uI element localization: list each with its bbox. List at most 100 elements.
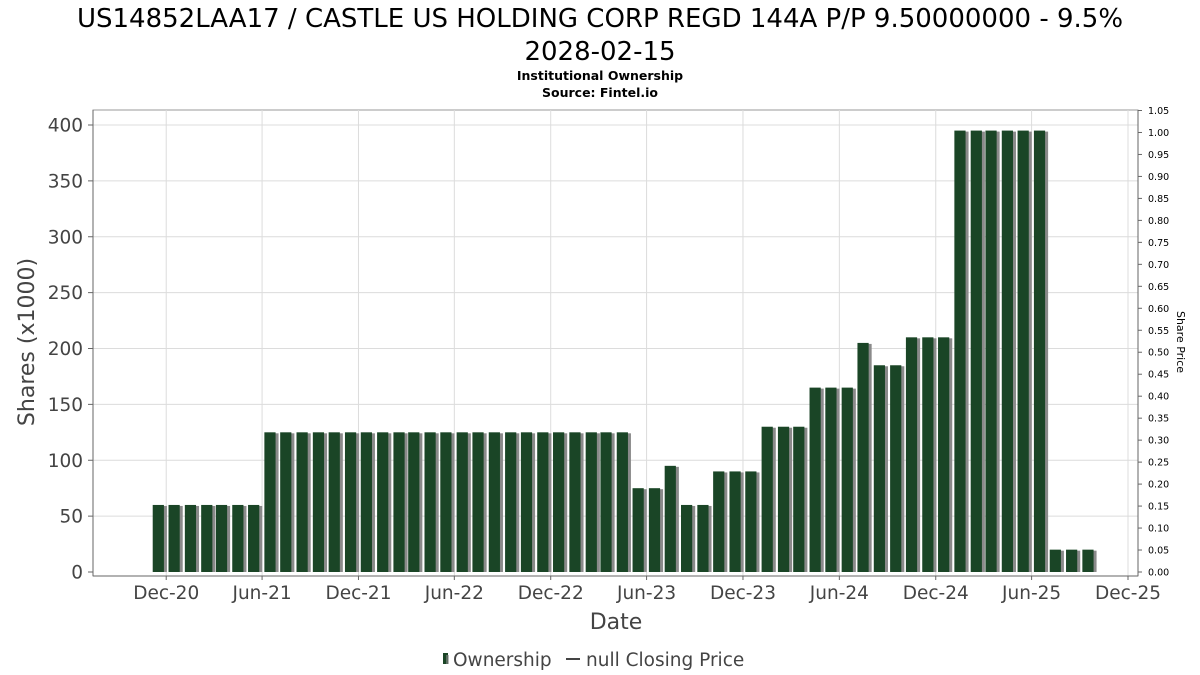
y-right-tick-label: 0.90 bbox=[1148, 172, 1169, 183]
ownership-bar bbox=[985, 130, 997, 572]
x-tick-label: Dec-20 bbox=[133, 583, 199, 604]
ownership-bar bbox=[168, 504, 180, 572]
y-right-tick-label: 0.30 bbox=[1148, 436, 1169, 447]
ownership-bar bbox=[215, 504, 228, 572]
chart-subtitle: Institutional Ownership bbox=[517, 68, 683, 83]
y-right-tick-label: 0.85 bbox=[1148, 194, 1169, 205]
chart-title-line-2: 2028-02-15 bbox=[524, 37, 675, 67]
y-right-tick-label: 0.80 bbox=[1148, 216, 1169, 227]
ownership-bar bbox=[857, 342, 869, 572]
ownership-bar bbox=[232, 504, 244, 572]
ownership-bar bbox=[440, 432, 452, 572]
y-tick-label: 50 bbox=[59, 507, 83, 528]
ownership-bar bbox=[328, 432, 340, 572]
ownership-bar bbox=[1001, 130, 1013, 572]
y-right-tick-label: 0.05 bbox=[1148, 546, 1169, 557]
ownership-bar bbox=[890, 365, 902, 572]
x-tick-label: Jun-25 bbox=[1001, 583, 1061, 604]
ownership-bar bbox=[793, 426, 805, 572]
ownership-bar bbox=[873, 365, 885, 572]
ownership-bar bbox=[1066, 549, 1078, 572]
ownership-bar bbox=[184, 504, 197, 572]
ownership-bar bbox=[745, 471, 757, 572]
y-right-tick-label: 1.00 bbox=[1148, 128, 1169, 139]
ownership-bar bbox=[248, 504, 260, 572]
y-right-tick-label: 0.65 bbox=[1148, 282, 1169, 293]
ownership-bar bbox=[296, 432, 308, 572]
ownership-bar bbox=[938, 337, 950, 572]
legend-ownership-swatch bbox=[443, 653, 448, 664]
ownership-bar bbox=[377, 432, 389, 572]
x-tick-label: Dec-23 bbox=[710, 583, 776, 604]
ownership-bar bbox=[472, 432, 484, 572]
ownership-bar bbox=[664, 465, 676, 572]
ownership-bar bbox=[681, 504, 693, 572]
y-right-tick-label: 0.45 bbox=[1148, 370, 1169, 381]
x-tick-label: Dec-24 bbox=[903, 583, 969, 604]
legend: Ownership null Closing Price bbox=[443, 650, 744, 671]
y-right-tick-label: 0.00 bbox=[1148, 568, 1169, 579]
y-axis-right-label: Share Price bbox=[1174, 311, 1187, 373]
y-right-tick-label: 0.35 bbox=[1148, 414, 1169, 425]
ownership-bar bbox=[648, 488, 661, 572]
ownership-bar bbox=[729, 471, 741, 572]
ownership-bar bbox=[152, 504, 164, 572]
ownership-bar bbox=[809, 387, 821, 572]
y-tick-label: 0 bbox=[71, 563, 83, 584]
y-tick-label: 200 bbox=[48, 339, 83, 360]
x-tick-label: Dec-22 bbox=[518, 583, 584, 604]
y-axis: 0 50 100 150 200 250 300 350 400 bbox=[48, 116, 93, 584]
ownership-bar bbox=[393, 432, 405, 572]
y-right-tick-label: 0.50 bbox=[1148, 348, 1169, 359]
legend-ownership-swatch-shadow bbox=[446, 655, 449, 664]
ownership-bar bbox=[569, 432, 581, 572]
y-right-tick-label: 0.25 bbox=[1148, 458, 1169, 469]
ownership-bar bbox=[553, 432, 565, 572]
legend-price-label: null Closing Price bbox=[586, 650, 744, 671]
bars-layer bbox=[152, 130, 1097, 572]
ownership-bar bbox=[954, 130, 966, 572]
y-right-tick-label: 0.75 bbox=[1148, 238, 1169, 249]
ownership-bar bbox=[616, 432, 628, 572]
ownership-bar bbox=[408, 432, 420, 572]
x-tick-label: Dec-25 bbox=[1095, 583, 1161, 604]
y-right-tick-label: 0.10 bbox=[1148, 524, 1169, 535]
ownership-bar bbox=[456, 432, 468, 572]
x-tick-label: Jun-21 bbox=[232, 583, 292, 604]
y-right-tick-label: 0.20 bbox=[1148, 480, 1169, 491]
y-right-tick-label: 0.70 bbox=[1148, 260, 1169, 271]
ownership-bar bbox=[505, 432, 517, 572]
ownership-bar bbox=[1049, 549, 1061, 572]
ownership-bar bbox=[825, 387, 837, 572]
y-tick-label: 250 bbox=[48, 283, 83, 304]
ownership-bar bbox=[1033, 130, 1046, 572]
ownership-bar bbox=[312, 432, 325, 572]
y-right-tick-label: 0.60 bbox=[1148, 304, 1169, 315]
ownership-bar bbox=[520, 432, 533, 572]
y-right-tick-label: 0.15 bbox=[1148, 502, 1169, 513]
ownership-bar bbox=[600, 432, 612, 572]
ownership-bar bbox=[585, 432, 597, 572]
ownership-bar bbox=[488, 432, 500, 572]
ownership-bar bbox=[713, 471, 725, 572]
x-tick-label: Dec-21 bbox=[325, 583, 391, 604]
ownership-bar bbox=[264, 432, 276, 572]
ownership-bar bbox=[761, 426, 773, 572]
y-tick-label: 300 bbox=[48, 227, 83, 248]
ownership-bar bbox=[280, 432, 292, 572]
ownership-bar bbox=[632, 488, 644, 572]
y-right-tick-label: 0.55 bbox=[1148, 326, 1169, 337]
ownership-bar bbox=[922, 337, 934, 572]
y-tick-label: 100 bbox=[48, 451, 83, 472]
ownership-bar bbox=[1017, 130, 1029, 572]
ownership-bar bbox=[1082, 549, 1094, 572]
y-right-tick-label: 0.40 bbox=[1148, 392, 1169, 403]
ownership-bar bbox=[424, 432, 436, 572]
y-right-tick-label: 1.05 bbox=[1148, 106, 1169, 117]
y-axis-label: Shares (x1000) bbox=[15, 258, 40, 426]
ownership-bar bbox=[841, 387, 853, 572]
y-right-tick-label: 0.95 bbox=[1148, 150, 1169, 161]
ownership-bar bbox=[970, 130, 982, 572]
ownership-bar bbox=[777, 426, 790, 572]
x-tick-label: Jun-24 bbox=[809, 583, 869, 604]
